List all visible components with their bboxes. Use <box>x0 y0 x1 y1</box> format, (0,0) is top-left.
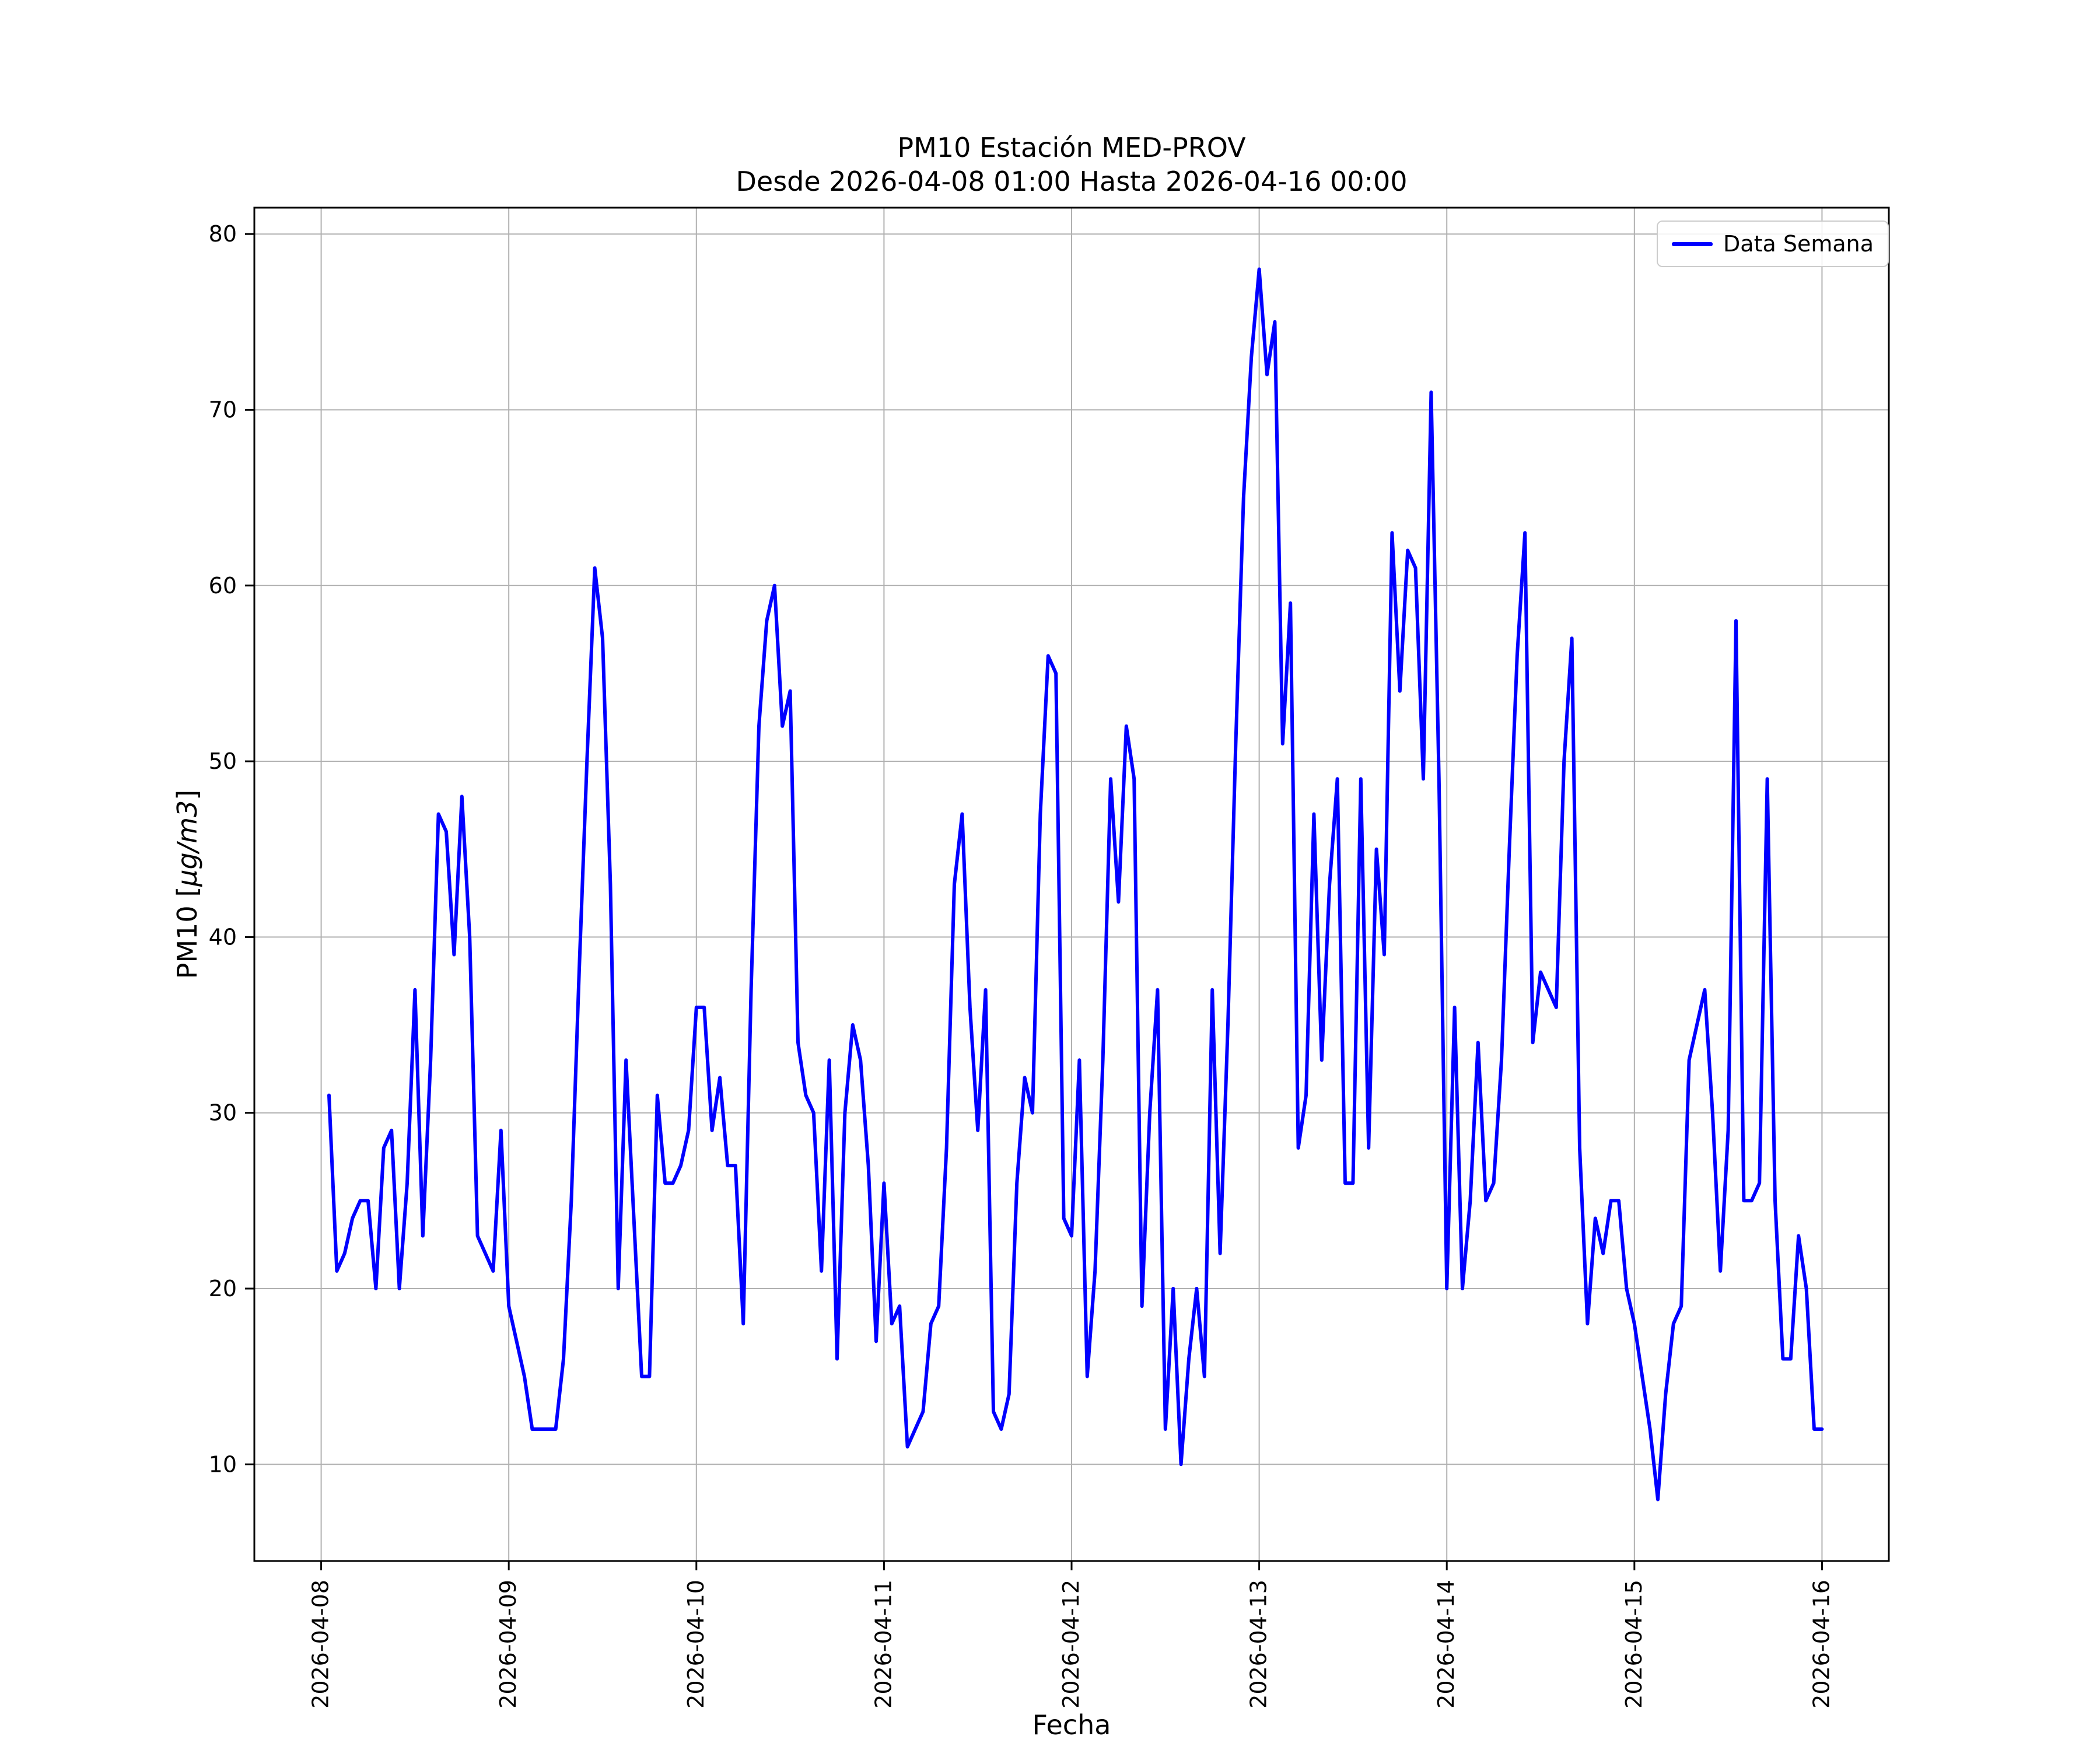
legend-line-sample <box>1672 242 1713 246</box>
x-tick-label: 2026-04-11 <box>870 1580 896 1709</box>
x-tick-label: 2026-04-14 <box>1433 1580 1459 1709</box>
y-tick-label: 30 <box>209 1100 237 1126</box>
y-tick-label: 80 <box>209 221 237 247</box>
legend-label: Data Semana <box>1723 231 1874 257</box>
y-tick-label: 10 <box>209 1451 237 1477</box>
y-tick-label: 60 <box>209 573 237 598</box>
x-tick-label: 2026-04-09 <box>495 1580 521 1709</box>
axes-frame <box>253 206 1890 1562</box>
x-tick-label: 2026-04-12 <box>1058 1580 1084 1709</box>
chart-title-line2: Desde 2026-04-08 01:00 Hasta 2026-04-16 … <box>736 166 1408 197</box>
chart-title: PM10 Estación MED-PROV Desde 2026-04-08 … <box>254 131 1889 198</box>
chart-title-line1: PM10 Estación MED-PROV <box>897 132 1246 163</box>
y-tick-label: 50 <box>209 748 237 774</box>
y-axis-label-units: μg/m3 <box>172 800 203 887</box>
data-series-line <box>327 267 1824 1502</box>
y-axis-label-suffix: ] <box>172 789 203 800</box>
legend: Data Semana <box>1657 220 1889 267</box>
x-axis-label: Fecha <box>1032 1709 1111 1741</box>
x-tick-label: 2026-04-15 <box>1621 1580 1647 1709</box>
y-axis-label: PM10 [μg/m3] <box>172 790 203 979</box>
x-tick-label: 2026-04-16 <box>1808 1580 1834 1709</box>
y-tick-label: 40 <box>209 924 237 950</box>
x-tick-label: 2026-04-13 <box>1246 1580 1272 1709</box>
x-tick-label: 2026-04-08 <box>308 1580 334 1709</box>
y-axis-label-prefix: PM10 [ <box>172 886 203 979</box>
y-tick-label: 70 <box>209 397 237 422</box>
x-tick-label: 2026-04-10 <box>683 1580 709 1709</box>
y-tick-label: 20 <box>209 1276 237 1301</box>
